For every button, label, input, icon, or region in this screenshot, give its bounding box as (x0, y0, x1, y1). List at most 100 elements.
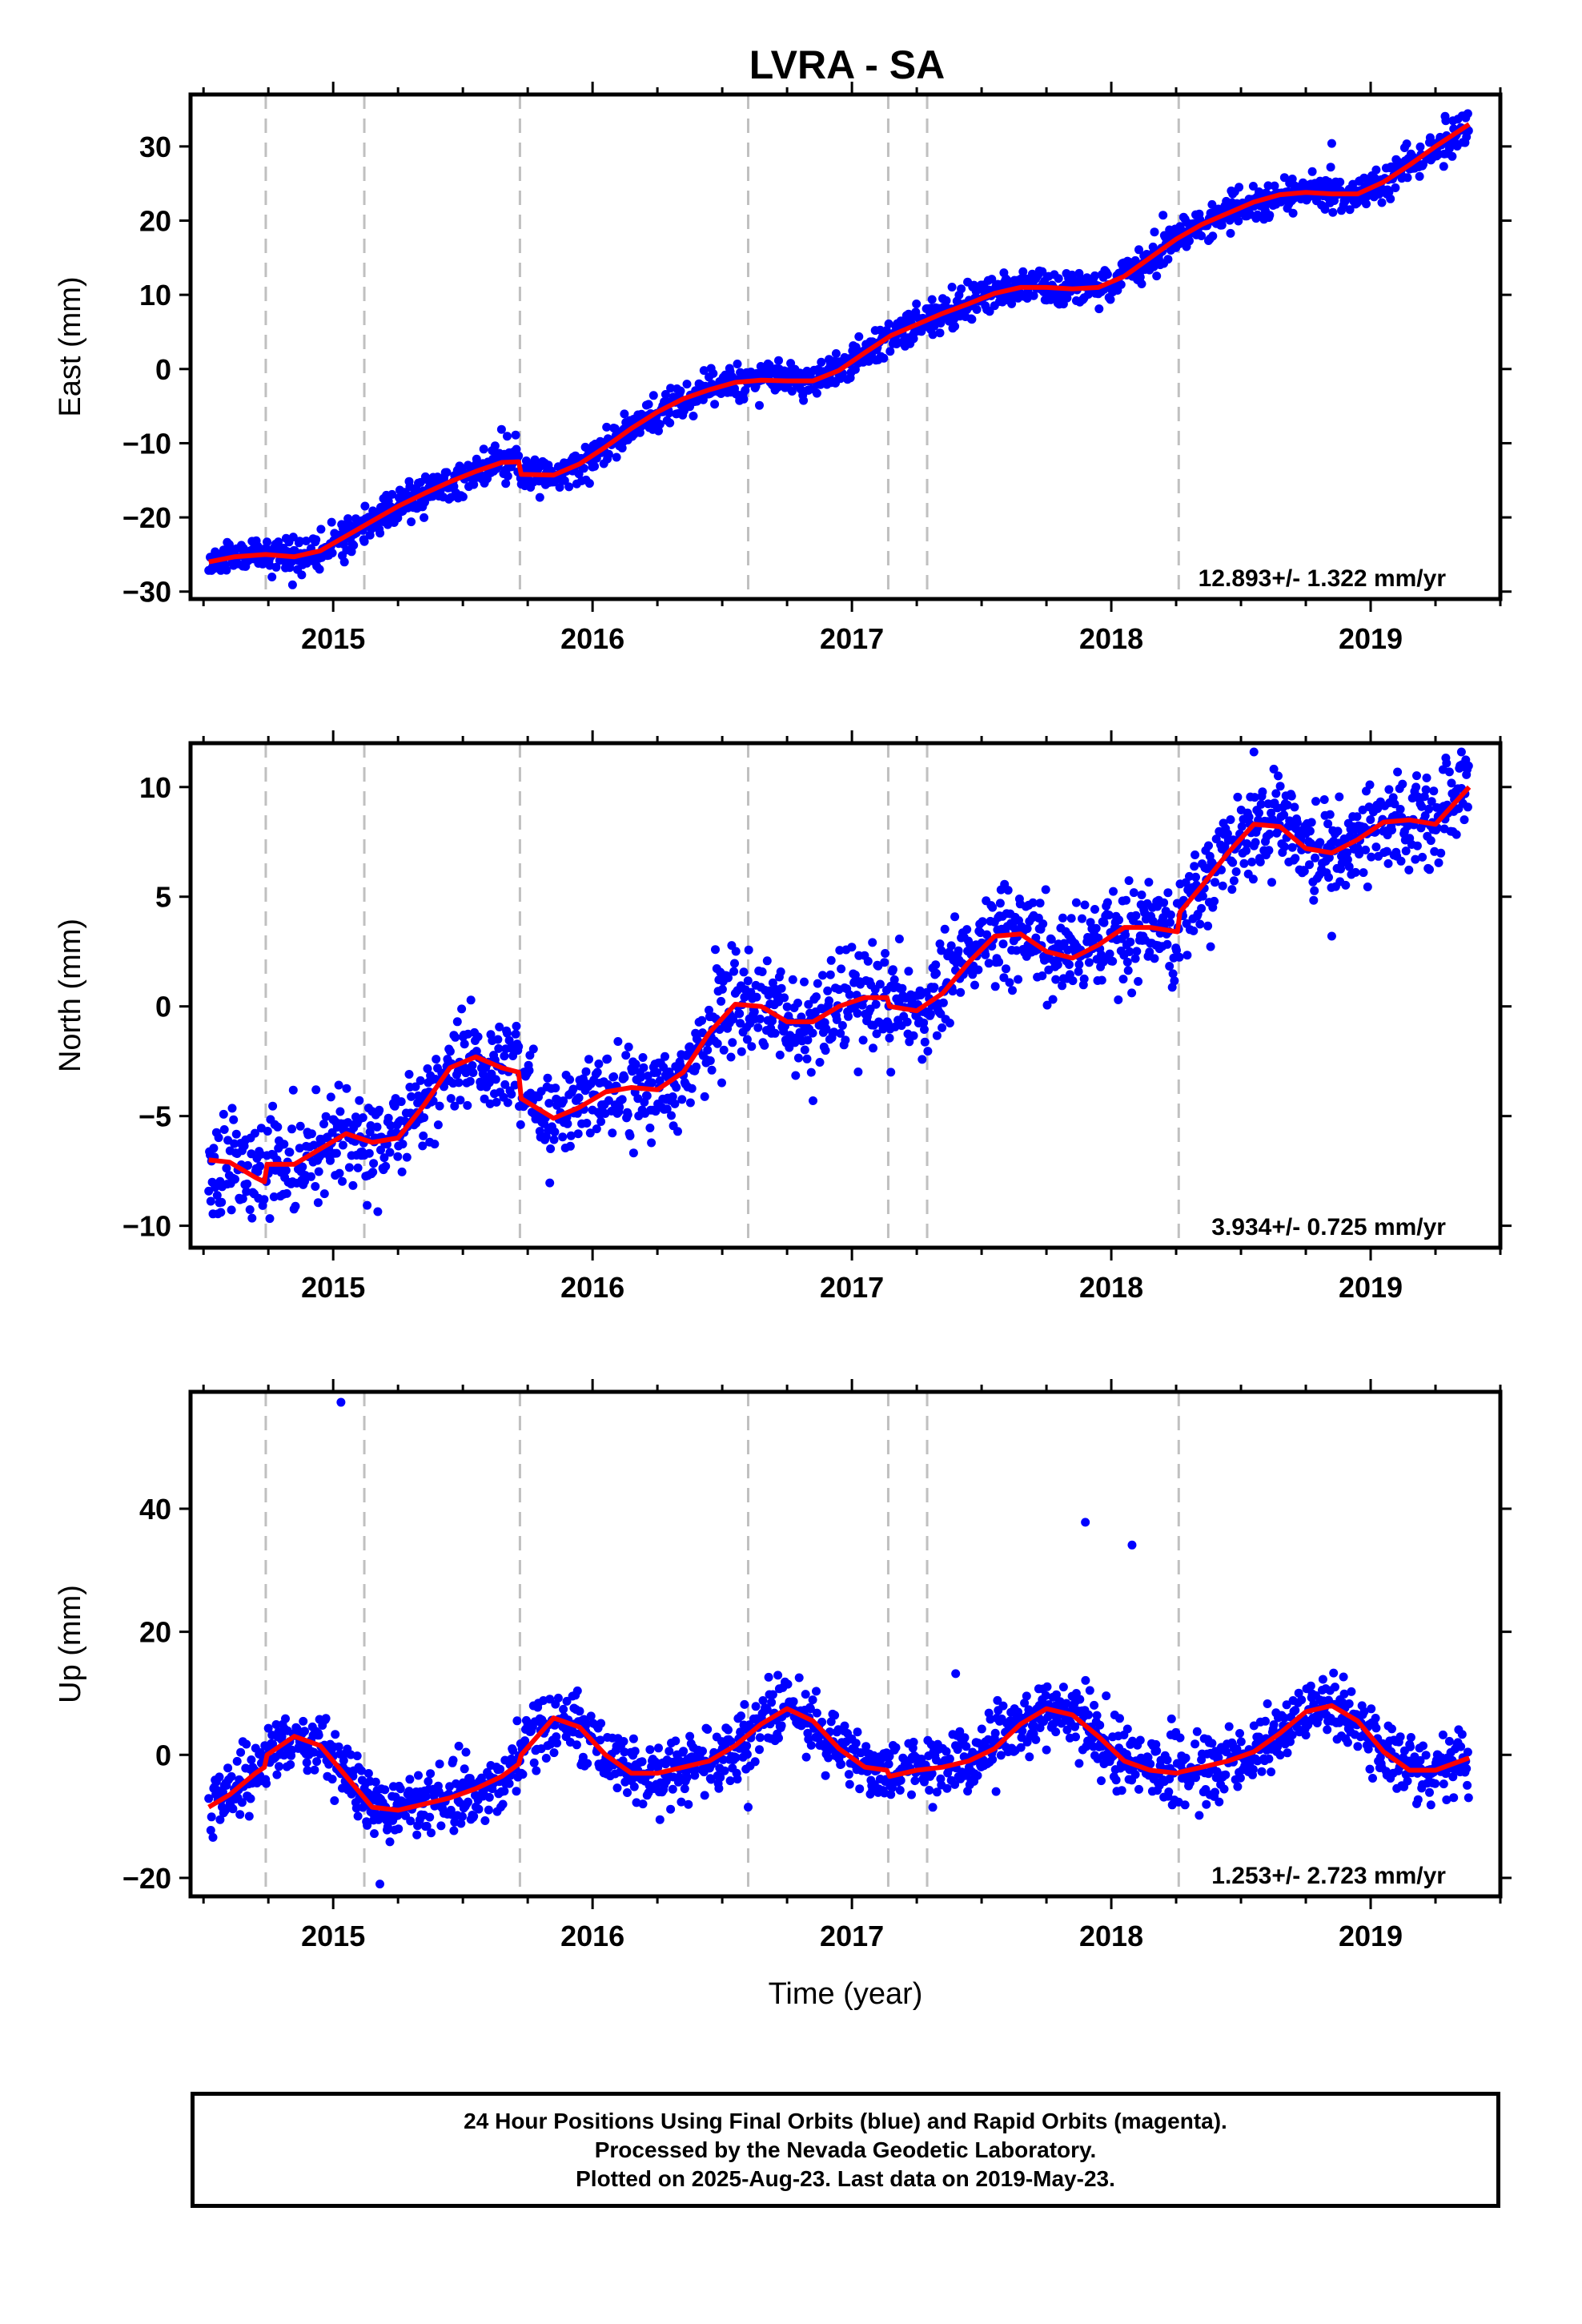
data-point (209, 1144, 219, 1153)
data-point (793, 999, 802, 1007)
data-point (1232, 1744, 1242, 1754)
data-point (621, 1051, 631, 1060)
data-point (1242, 839, 1251, 848)
data-point (435, 1101, 444, 1111)
x-tick-label: 2016 (560, 1271, 624, 1304)
data-point (1022, 924, 1032, 934)
data-point (1116, 279, 1126, 289)
data-point (826, 955, 836, 965)
data-point (758, 1696, 768, 1705)
data-point (460, 1039, 469, 1049)
data-point (1117, 1786, 1126, 1795)
data-point (458, 1811, 467, 1821)
data-point (1203, 864, 1212, 874)
data-point (1344, 862, 1354, 871)
data-point (1189, 926, 1199, 935)
data-point (955, 1727, 965, 1736)
data-point (620, 1747, 629, 1757)
data-point (321, 1112, 331, 1121)
data-point (1048, 995, 1058, 1004)
data-point (1134, 1784, 1143, 1794)
data-point (1367, 852, 1376, 862)
data-point (942, 1747, 951, 1756)
data-point (503, 1028, 512, 1038)
data-point (454, 1078, 464, 1088)
data-point (1426, 836, 1435, 846)
data-point (1202, 1799, 1211, 1809)
data-point (1288, 208, 1298, 218)
data-point (327, 549, 337, 557)
data-point (427, 1828, 436, 1838)
data-point (1108, 956, 1118, 966)
data-point (1071, 1732, 1080, 1742)
data-point (514, 451, 524, 460)
data-point (313, 1198, 323, 1208)
data-point (783, 1679, 793, 1689)
data-point (1250, 793, 1259, 802)
data-point (1058, 1683, 1068, 1692)
data-point (619, 1737, 628, 1746)
data-point (803, 1035, 813, 1045)
data-point (1343, 1738, 1352, 1747)
data-point (512, 1716, 522, 1726)
data-point (1003, 886, 1013, 895)
data-point (1192, 1727, 1202, 1736)
data-point (418, 1141, 428, 1151)
data-point (339, 557, 349, 567)
data-point (1415, 171, 1424, 181)
data-point (559, 1096, 568, 1106)
data-point (385, 1148, 395, 1157)
data-point (559, 1704, 568, 1714)
data-point (387, 489, 397, 499)
data-point (674, 1772, 684, 1782)
data-point (845, 1779, 854, 1789)
data-point (1419, 792, 1429, 802)
data-point (757, 967, 767, 976)
data-point (222, 565, 231, 575)
data-point (1395, 805, 1405, 814)
data-point (1271, 789, 1281, 798)
data-point (749, 1007, 759, 1016)
data-point (985, 307, 994, 316)
data-point (458, 492, 468, 501)
data-point (661, 1051, 669, 1061)
data-point (492, 1097, 501, 1107)
data-point (355, 1096, 364, 1105)
data-point (479, 444, 488, 454)
data-point (568, 1084, 578, 1094)
data-point (425, 1812, 435, 1822)
data-point (1427, 797, 1436, 806)
data-point (731, 1753, 741, 1763)
data-point (432, 1055, 441, 1064)
data-point (1007, 299, 1017, 308)
data-point (1109, 887, 1118, 896)
data-point (806, 1740, 816, 1750)
data-point (207, 1812, 216, 1822)
data-point (363, 1769, 373, 1778)
data-point (831, 349, 841, 358)
data-point (789, 1697, 798, 1707)
data-point (698, 1747, 707, 1756)
data-point (1097, 1776, 1106, 1786)
data-point (919, 1018, 929, 1027)
data-point (217, 1197, 227, 1207)
data-point (1129, 888, 1138, 898)
data-point (297, 570, 307, 580)
data-point (236, 1747, 246, 1757)
data-point (1402, 139, 1411, 149)
data-point (968, 1747, 978, 1757)
data-point (1324, 873, 1333, 883)
data-point (565, 1141, 575, 1151)
data-point (215, 1815, 225, 1824)
data-point (717, 996, 726, 1006)
data-point (808, 1695, 817, 1705)
data-point (1095, 1720, 1105, 1730)
data-point (1150, 954, 1159, 963)
data-point (1291, 854, 1300, 863)
data-point (1164, 1787, 1174, 1796)
y-tick-label: −10 (122, 1210, 171, 1243)
data-point (227, 1771, 236, 1781)
data-point (575, 1707, 584, 1716)
data-point (582, 1119, 592, 1128)
